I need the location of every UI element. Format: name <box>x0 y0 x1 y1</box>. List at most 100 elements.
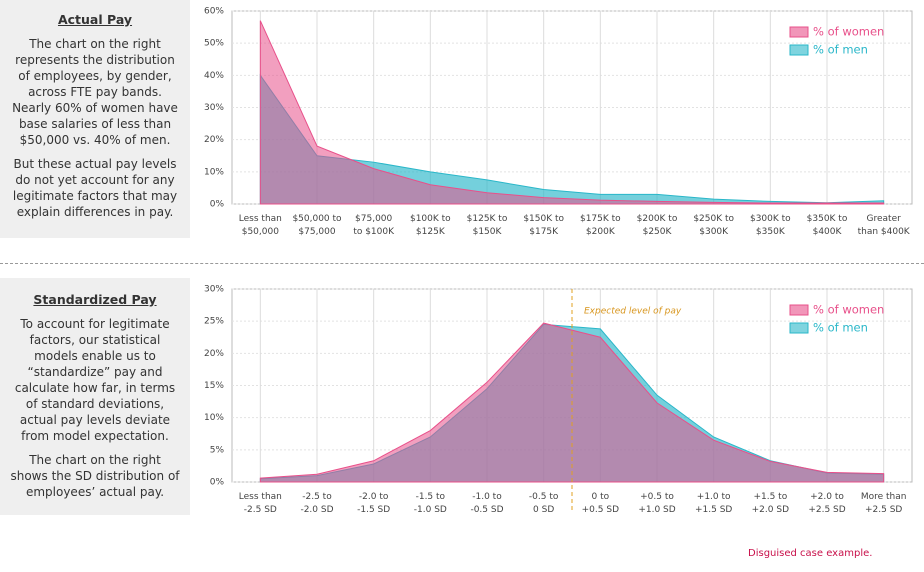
y-tick-label: 10% <box>204 413 224 423</box>
y-tick-label: 15% <box>204 381 224 391</box>
x-tick-line: Greater <box>867 214 902 224</box>
y-tick-label: 0% <box>210 200 225 210</box>
x-tick-line: +2.0 to <box>810 492 844 502</box>
x-tick-line: Less than <box>239 492 282 502</box>
x-tick-line: $300K <box>699 227 729 237</box>
paragraph: To account for legitimate factors, our s… <box>14 317 176 443</box>
x-tick-label: -1.0 to -0.5 SD <box>470 492 503 515</box>
x-tick-label: -2.5 to -2.0 SD <box>300 492 333 515</box>
legend-swatch <box>789 322 809 334</box>
legend-swatch <box>789 26 809 38</box>
y-tick-label: 25% <box>204 317 224 327</box>
x-tick-label: +0.5 to +1.0 SD <box>638 492 675 515</box>
x-tick-line: -2.0 to <box>359 492 389 502</box>
area <box>259 20 885 205</box>
annotation: Expected level of pay <box>584 307 682 317</box>
x-tick-line: $400K <box>813 227 843 237</box>
legend-swatch <box>789 304 809 316</box>
x-tick-label: -1.5 to -1.0 SD <box>414 492 447 515</box>
x-tick-label: 0 to +0.5 SD <box>582 492 619 515</box>
x-tick-line: $300K to <box>750 214 791 224</box>
x-tick-line: $50,000 <box>242 227 279 237</box>
x-tick-label: -0.5 to 0 SD <box>529 492 559 515</box>
x-tick-line: +0.5 to <box>640 492 674 502</box>
x-tick-line: -0.5 to <box>529 492 559 502</box>
x-tick-line: $200K <box>586 227 616 237</box>
x-tick-line: Less than <box>239 214 282 224</box>
x-tick-line: $50,000 to <box>292 214 342 224</box>
text-panel: Actual Pay The chart on the right repres… <box>0 0 190 238</box>
y-tick-label: 10% <box>204 167 224 177</box>
legend-label: % of men <box>813 43 868 57</box>
x-tick-line: +1.5 SD <box>695 505 732 515</box>
x-tick-label: $300K to $350K <box>750 214 791 237</box>
panel-title: Standardized Pay <box>33 292 157 307</box>
x-tick-line: +1.5 to <box>753 492 787 502</box>
x-tick-label: Less than $50,000 <box>239 214 282 237</box>
x-tick-line: -2.5 SD <box>244 505 277 515</box>
y-tick-label: 50% <box>204 39 224 49</box>
chart: 0% 10% 20% 30% 40% 50% 60% Less than $50,000 $50,… <box>204 7 913 237</box>
x-tick-line: $200K to <box>637 214 678 224</box>
x-tick-line: -1.0 SD <box>414 505 447 515</box>
legend-label: % of women <box>813 25 884 39</box>
y-tick-label: 30% <box>204 103 224 113</box>
legend-swatch <box>789 44 809 56</box>
x-tick-line: -1.5 to <box>416 492 446 502</box>
x-tick-line: $75,000 <box>298 227 335 237</box>
x-tick-line: $175K <box>529 227 559 237</box>
x-tick-line: than $400K <box>858 227 911 237</box>
y-tick-label: 30% <box>204 285 224 295</box>
x-tick-label: $100K to $125K <box>410 214 451 237</box>
x-tick-label: $50,000 to $75,000 <box>292 214 342 237</box>
x-tick-line: $175K to <box>580 214 621 224</box>
y-tick-label: 20% <box>204 135 224 145</box>
x-tick-line: to $100K <box>353 227 395 237</box>
x-tick-label: $150K to $175K <box>523 214 564 237</box>
y-tick-label: 60% <box>204 7 224 17</box>
x-tick-label: $250K to $300K <box>693 214 734 237</box>
x-tick-label: -2.0 to -1.5 SD <box>357 492 390 515</box>
paragraph: The chart on the right represents the di… <box>12 37 178 147</box>
x-tick-label: More than +2.5 SD <box>861 492 907 515</box>
x-tick-line: +1.0 to <box>697 492 731 502</box>
y-tick-label: 40% <box>204 71 224 81</box>
x-tick-line: +2.5 SD <box>808 505 845 515</box>
x-tick-line: -1.0 to <box>472 492 502 502</box>
footnote: Disguised case example. <box>748 548 873 559</box>
panel-title: Actual Pay <box>57 12 133 27</box>
x-tick-line: +2.5 SD <box>865 505 902 515</box>
x-tick-label: $175K to $200K <box>580 214 621 237</box>
chart: 0% 5% 10% 15% 20% 25% 30% Less than -2.5 SD -2.5 … <box>204 285 913 515</box>
paragraph: But these actual pay levels do not yet a… <box>12 157 178 219</box>
x-tick-line: $75,000 <box>355 214 392 224</box>
x-tick-line: $250K to <box>693 214 734 224</box>
x-tick-label: +2.0 to +2.5 SD <box>808 492 845 515</box>
x-tick-line: -1.5 SD <box>357 505 390 515</box>
x-tick-line: $150K to <box>523 214 564 224</box>
separator <box>0 263 924 264</box>
x-tick-line: +0.5 SD <box>582 505 619 515</box>
x-tick-line: $350K <box>756 227 786 237</box>
x-tick-line: $350K to <box>807 214 848 224</box>
x-tick-label: $125K to $150K <box>467 214 508 237</box>
x-tick-label: +1.0 to +1.5 SD <box>695 492 732 515</box>
x-tick-label: Greater than $400K <box>858 214 911 237</box>
x-tick-label: $200K to $250K <box>637 214 678 237</box>
x-tick-line: +2.0 SD <box>752 505 789 515</box>
x-tick-line: 0 SD <box>533 505 554 515</box>
legend-label: % of men <box>813 321 868 335</box>
x-tick-line: -2.5 to <box>302 492 332 502</box>
x-tick-label: $75,000 to $100K <box>353 214 395 237</box>
x-tick-line: More than <box>861 492 907 502</box>
paragraph: The chart on the right shows the SD dist… <box>10 453 180 499</box>
legend-label: % of women <box>813 303 884 317</box>
x-tick-line: $150K <box>473 227 503 237</box>
x-tick-line: $125K <box>416 227 446 237</box>
y-tick-label: 0% <box>210 478 225 488</box>
y-tick-label: 5% <box>210 445 225 455</box>
x-tick-line: -0.5 SD <box>470 505 503 515</box>
x-tick-label: Less than -2.5 SD <box>239 492 282 515</box>
x-tick-line: +1.0 SD <box>638 505 675 515</box>
